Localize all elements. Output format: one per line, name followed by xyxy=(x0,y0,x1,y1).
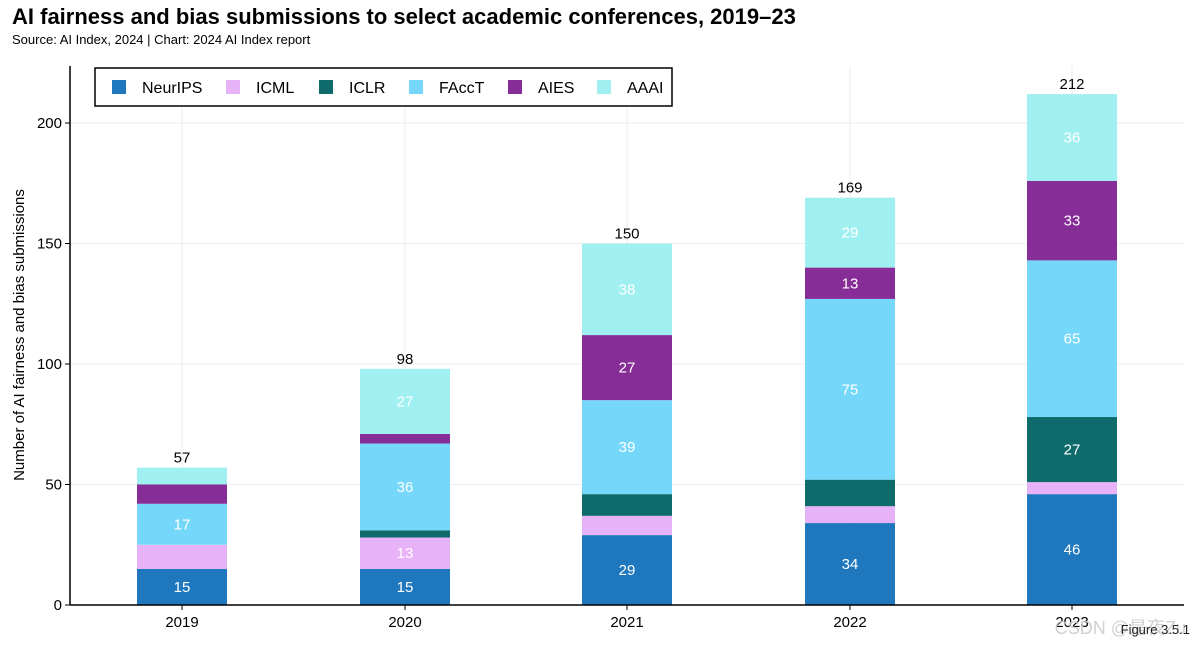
legend-swatch-icml xyxy=(226,80,240,94)
bar-2021-neurips xyxy=(582,535,672,605)
data-label-2021-aaai: 38 xyxy=(619,281,636,298)
total-label-2019: 57 xyxy=(174,450,191,467)
legend-label-neurips: NeurIPS xyxy=(142,80,202,97)
legend-swatch-aaai xyxy=(597,80,611,94)
bar-2022-aaai xyxy=(805,197,895,268)
data-label-2021-facct: 39 xyxy=(619,439,636,456)
bar-2023-iclr xyxy=(1027,417,1117,483)
x-tick-label-2020: 2020 xyxy=(388,614,421,631)
figure-label: Figure 3.5.1 xyxy=(1120,622,1190,637)
legend-swatch-facct xyxy=(409,80,423,94)
legend-box xyxy=(94,67,673,107)
bar-2021-iclr xyxy=(582,494,672,516)
bar-2022-iclr xyxy=(805,479,895,507)
bar-2019-icml xyxy=(137,544,227,569)
bar-2021-facct xyxy=(582,400,672,495)
data-label-2021-aies: 27 xyxy=(619,360,636,377)
y-tick-label-0: 0 xyxy=(54,597,62,614)
legend-label-icml: ICML xyxy=(256,80,294,97)
data-label-2020-facct: 36 xyxy=(397,479,414,496)
bar-2021-aies xyxy=(582,335,672,401)
y-tick-label-100: 100 xyxy=(37,356,62,373)
data-label-2019-facct: 17 xyxy=(174,516,191,533)
total-label-2023: 212 xyxy=(1059,76,1084,93)
legend: NeurIPS ICML ICLR FAccT AIES AAAI xyxy=(94,67,673,107)
axes: 0 50 100 150 200 2019 2020 2021 2022 2023 Number o… xyxy=(11,66,1184,631)
data-label-2022-neurips: 34 xyxy=(842,556,859,573)
x-tick-label-2023: 2023 xyxy=(1055,614,1088,631)
data-label-2023-aies: 33 xyxy=(1064,213,1081,230)
watermark: CSDN @是夜Zu xyxy=(1054,618,1186,638)
legend-label-aies: AIES xyxy=(538,80,574,97)
legend-swatch-neurips xyxy=(112,80,126,94)
bar-2023-neurips xyxy=(1027,494,1117,605)
data-label-2020-neurips: 15 xyxy=(397,579,414,596)
data-label-2021-neurips: 29 xyxy=(619,562,636,579)
bar-2021-aaai xyxy=(582,243,672,336)
bar-2019-aies xyxy=(137,484,227,504)
data-label-2023-facct: 65 xyxy=(1064,331,1081,348)
y-tick-label-200: 200 xyxy=(37,115,62,132)
bar-2019-facct xyxy=(137,503,227,545)
legend-label-facct: FAccT xyxy=(439,80,485,97)
data-label-2022-aaai: 29 xyxy=(842,225,859,242)
chart-subtitle: Source: AI Index, 2024 | Chart: 2024 AI … xyxy=(12,32,311,47)
x-tick-label-2021: 2021 xyxy=(610,614,643,631)
bar-2023-icml xyxy=(1027,482,1117,495)
bar-2020-icml xyxy=(360,537,450,569)
y-tick-label-50: 50 xyxy=(45,477,62,494)
bars: 15 17 15 13 36 27 29 39 27 38 34 75 13 29 46 27 65 33 36 57… xyxy=(137,76,1117,605)
data-label-2023-aaai: 36 xyxy=(1064,129,1081,146)
bar-2021-icml xyxy=(582,515,672,536)
bar-2020-aies xyxy=(360,433,450,444)
bar-2022-aies xyxy=(805,267,895,299)
chart-title: AI fairness and bias submissions to sele… xyxy=(12,4,796,29)
data-label-2022-aies: 13 xyxy=(842,275,859,292)
x-tick-label-2022: 2022 xyxy=(833,614,866,631)
y-tick-label-150: 150 xyxy=(37,236,62,253)
bar-2020-facct xyxy=(360,443,450,531)
total-label-2020: 98 xyxy=(397,351,414,368)
total-label-2022: 169 xyxy=(837,180,862,197)
data-label-2020-icml: 13 xyxy=(397,545,414,562)
bar-2020-aaai xyxy=(360,368,450,434)
bar-2022-facct xyxy=(805,298,895,480)
bar-2022-neurips xyxy=(805,523,895,605)
x-tick-label-2019: 2019 xyxy=(165,614,198,631)
legend-swatch-aies xyxy=(508,80,522,94)
bar-2023-facct xyxy=(1027,260,1117,418)
y-axis-label: Number of AI fairness and bias submissio… xyxy=(11,189,28,481)
data-label-2023-iclr: 27 xyxy=(1064,442,1081,459)
bar-2020-neurips xyxy=(360,568,450,605)
legend-swatch-iclr xyxy=(319,80,333,94)
legend-label-aaai: AAAI xyxy=(627,80,663,97)
bar-2019-neurips xyxy=(137,568,227,605)
data-label-2023-neurips: 46 xyxy=(1064,542,1081,559)
legend-label-iclr: ICLR xyxy=(349,80,385,97)
bar-2023-aaai xyxy=(1027,94,1117,181)
bar-2023-aies xyxy=(1027,180,1117,261)
bar-2020-iclr xyxy=(360,530,450,538)
total-label-2021: 150 xyxy=(614,226,639,243)
bar-2019-aaai xyxy=(137,467,227,485)
data-label-2022-facct: 75 xyxy=(842,381,859,398)
bar-2022-icml xyxy=(805,506,895,524)
data-label-2019-neurips: 15 xyxy=(174,579,191,596)
data-label-2020-aaai: 27 xyxy=(397,393,414,410)
